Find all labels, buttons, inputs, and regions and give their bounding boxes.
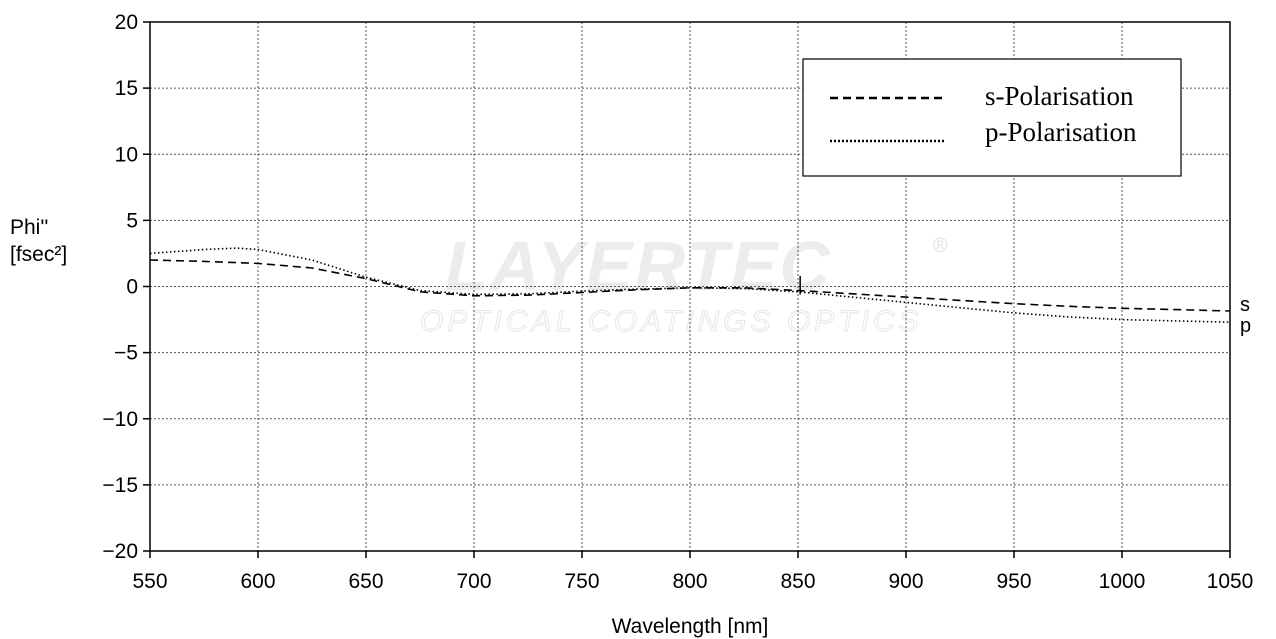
x-tick-label: 900 [888,570,923,593]
y-tick-label: −15 [102,474,138,497]
plot-frame [143,21,1231,558]
series-line-s-polarisation [149,259,1231,312]
y-tick-label: −10 [102,408,138,431]
x-tick-label: 950 [996,570,1031,593]
watermark-brand: LAYERTEC [445,227,832,305]
y-tick-label: 20 [115,11,138,34]
x-tick-label: 1000 [1099,570,1146,593]
watermark: LAYERTEC ® OPTICAL COATINGS OPTICS [420,227,949,339]
series-end-label-p: p [1240,315,1251,337]
x-tick-label: 850 [780,570,815,593]
series-lines [149,247,1231,323]
y-tick-label: −5 [114,342,138,365]
x-tick-label: 650 [348,570,383,593]
x-tick-label: 600 [240,570,275,593]
y-tick-label: −20 [102,540,138,563]
watermark-registered: ® [933,235,948,257]
y-tick-labels: 20 15 10 5 0 −5 −10 −15 −20 [102,11,138,563]
x-axis-label: Wavelength [nm] [612,615,769,638]
y-tick-label: 5 [126,209,138,232]
x-tick-label: 550 [132,570,167,593]
x-tick-label: 800 [672,570,707,593]
legend-label-s-polarisation: s-Polarisation [985,81,1134,111]
y-axis-label-line-2: [fsec²] [10,243,67,266]
x-tick-labels: 550 600 650 700 750 800 850 900 950 1000 1050 [132,570,1253,593]
legend-box [802,58,1182,177]
series-end-labels: sp [1240,294,1251,337]
x-tick-label: 750 [564,570,599,593]
series-end-label-s: s [1240,294,1250,316]
y-tick-label: 15 [115,77,138,100]
x-tick-label: 700 [456,570,491,593]
x-tick-label: 1050 [1207,570,1254,593]
watermark-tagline: OPTICAL COATINGS OPTICS [420,305,923,338]
legend: s-Polarisation p-Polarisation [802,58,1182,177]
y-axis-label-line-1: Phi'' [10,216,48,239]
y-tick-label: 0 [126,276,138,299]
legend-label-p-polarisation: p-Polarisation [985,117,1137,147]
y-tick-label: 10 [115,143,138,166]
